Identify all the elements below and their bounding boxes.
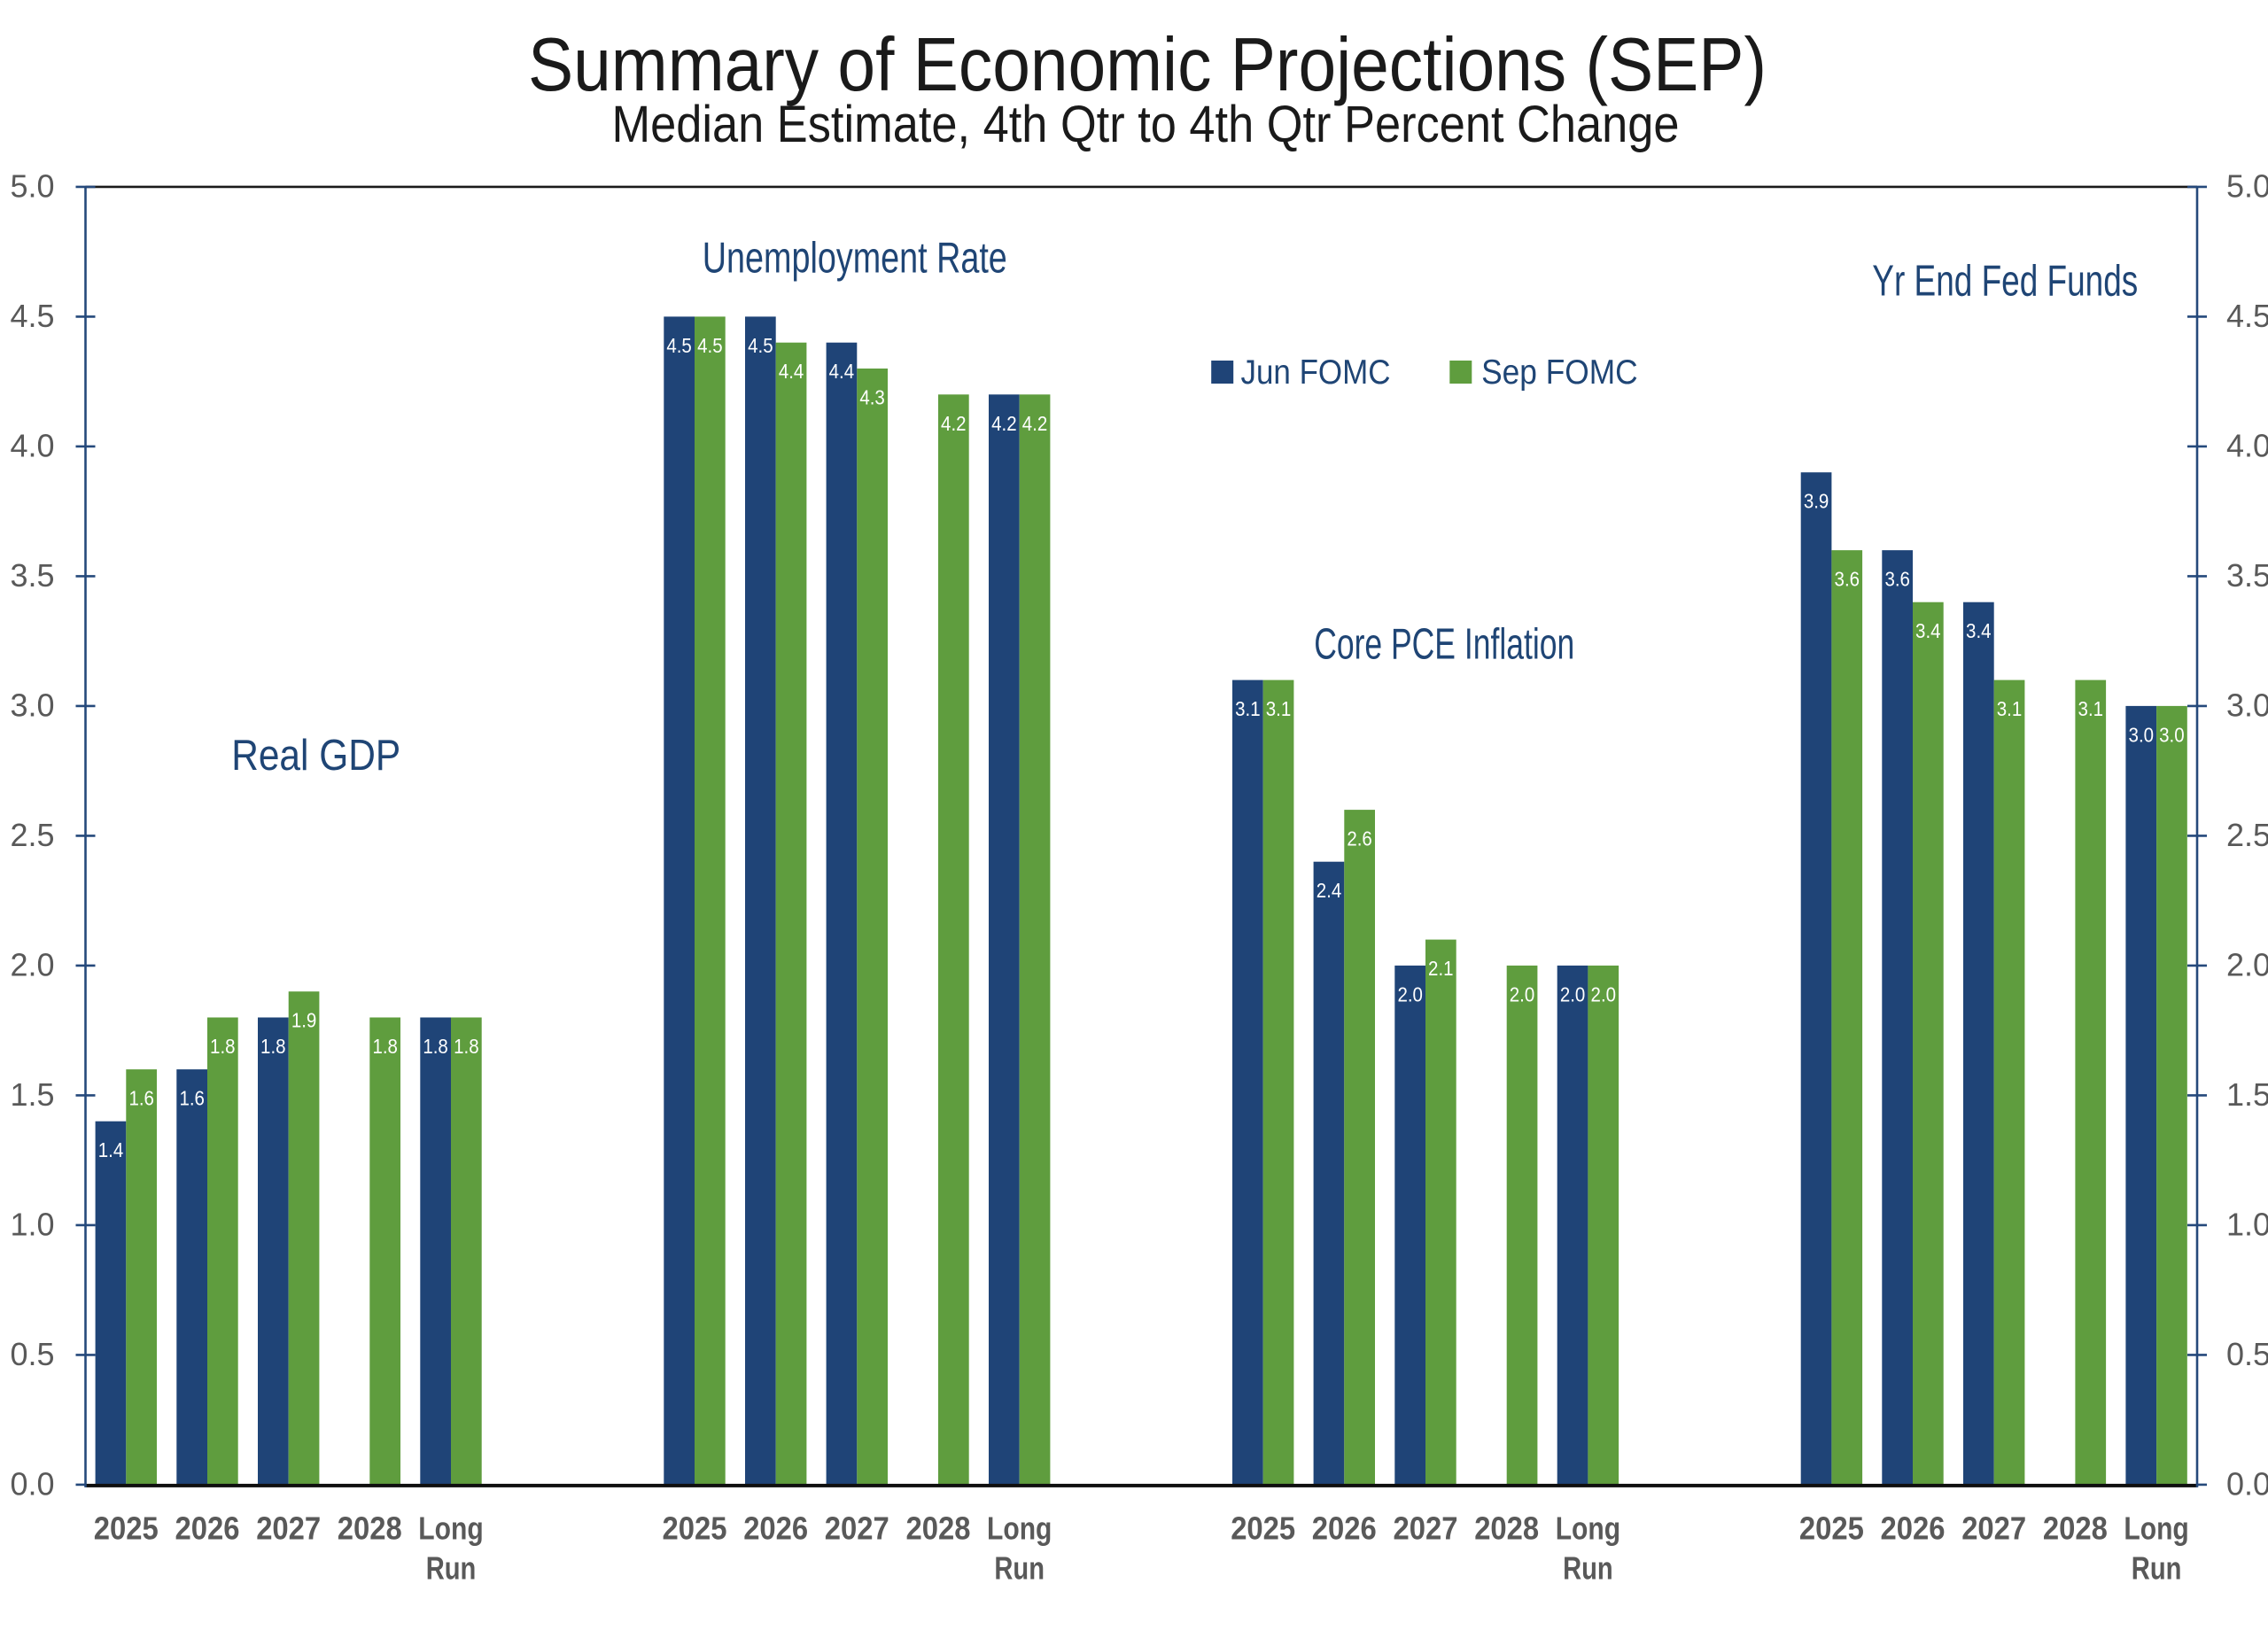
svg-text:Sep FOMC: Sep FOMC	[1481, 353, 1638, 392]
svg-text:2025: 2025	[1799, 1510, 1864, 1546]
svg-text:2.0: 2.0	[10, 946, 54, 982]
svg-text:2026: 2026	[1312, 1510, 1377, 1546]
svg-text:Summary of Economic Projection: Summary of Economic Projections (SEP)	[528, 23, 1767, 107]
svg-text:4.3: 4.3	[859, 386, 885, 409]
svg-text:2027: 2027	[825, 1510, 889, 1546]
svg-text:0.0: 0.0	[10, 1465, 54, 1502]
svg-text:3.1: 3.1	[1235, 697, 1261, 720]
svg-text:4.5: 4.5	[748, 334, 773, 357]
svg-text:3.0: 3.0	[2129, 723, 2155, 746]
svg-text:2.0: 2.0	[2226, 946, 2268, 982]
svg-text:5.0: 5.0	[2226, 167, 2268, 204]
svg-text:4.5: 4.5	[10, 298, 54, 334]
svg-text:1.0: 1.0	[10, 1206, 54, 1242]
svg-text:1.8: 1.8	[210, 1035, 236, 1058]
svg-text:Run: Run	[1563, 1550, 1613, 1587]
svg-text:4.4: 4.4	[829, 360, 855, 383]
svg-text:1.8: 1.8	[423, 1035, 448, 1058]
svg-text:Jun FOMC: Jun FOMC	[1241, 353, 1391, 392]
svg-text:1.6: 1.6	[179, 1087, 205, 1110]
svg-text:Run: Run	[426, 1550, 477, 1587]
svg-text:2025: 2025	[94, 1510, 159, 1546]
svg-text:Run: Run	[994, 1550, 1045, 1587]
svg-text:Median Estimate, 4th Qtr to 4t: Median Estimate, 4th Qtr to 4th Qtr Perc…	[612, 96, 1680, 153]
svg-text:4.2: 4.2	[941, 412, 967, 435]
svg-text:Long: Long	[418, 1510, 483, 1546]
svg-text:Long: Long	[2124, 1510, 2188, 1546]
svg-text:4.2: 4.2	[991, 412, 1017, 435]
svg-text:2028: 2028	[1474, 1510, 1539, 1546]
svg-text:2027: 2027	[1961, 1510, 2026, 1546]
svg-text:0.5: 0.5	[10, 1336, 54, 1372]
svg-text:3.1: 3.1	[1266, 697, 1292, 720]
svg-text:4.0: 4.0	[2226, 427, 2268, 463]
svg-text:1.8: 1.8	[372, 1035, 398, 1058]
svg-text:3.0: 3.0	[2159, 723, 2185, 746]
svg-text:2026: 2026	[175, 1510, 240, 1546]
svg-text:Long: Long	[1556, 1510, 1620, 1546]
svg-text:3.6: 3.6	[1835, 568, 1860, 591]
svg-text:4.5: 4.5	[2226, 298, 2268, 334]
svg-text:2025: 2025	[1231, 1510, 1295, 1546]
svg-text:2028: 2028	[2043, 1510, 2108, 1546]
svg-text:Long: Long	[987, 1510, 1052, 1546]
svg-text:2.0: 2.0	[1510, 982, 1535, 1005]
svg-text:1.6: 1.6	[128, 1087, 154, 1110]
svg-text:1.8: 1.8	[260, 1035, 286, 1058]
svg-text:2027: 2027	[256, 1510, 321, 1546]
svg-text:3.6: 3.6	[1884, 568, 1910, 591]
svg-text:2.0: 2.0	[1397, 982, 1423, 1005]
svg-text:2.1: 2.1	[1428, 957, 1454, 980]
svg-text:0.0: 0.0	[2226, 1465, 2268, 1502]
svg-text:3.1: 3.1	[2078, 697, 2104, 720]
svg-text:0.5: 0.5	[2226, 1336, 2268, 1372]
svg-text:Yr End Fed Funds: Yr End Fed Funds	[1872, 256, 2138, 305]
svg-text:1.5: 1.5	[10, 1076, 54, 1113]
svg-text:2026: 2026	[743, 1510, 808, 1546]
svg-text:Core PCE Inflation: Core PCE Inflation	[1314, 619, 1574, 668]
svg-text:2025: 2025	[663, 1510, 727, 1546]
svg-text:2.5: 2.5	[10, 817, 54, 853]
svg-text:Real GDP: Real GDP	[231, 731, 400, 780]
svg-text:2028: 2028	[906, 1510, 971, 1546]
svg-text:3.5: 3.5	[2226, 557, 2268, 594]
svg-text:Unemployment Rate: Unemployment Rate	[703, 233, 1007, 282]
svg-text:2028: 2028	[338, 1510, 402, 1546]
svg-text:2026: 2026	[1881, 1510, 1946, 1546]
svg-text:5.0: 5.0	[10, 167, 54, 204]
svg-text:2.5: 2.5	[2226, 817, 2268, 853]
svg-text:3.4: 3.4	[1966, 619, 1992, 642]
svg-text:2.6: 2.6	[1347, 827, 1372, 850]
svg-text:4.2: 4.2	[1022, 412, 1048, 435]
svg-text:Run: Run	[2132, 1550, 2182, 1587]
svg-text:4.5: 4.5	[697, 334, 723, 357]
svg-text:2.4: 2.4	[1317, 879, 1342, 902]
svg-text:1.4: 1.4	[98, 1138, 124, 1161]
svg-text:4.0: 4.0	[10, 427, 54, 463]
svg-text:2027: 2027	[1394, 1510, 1458, 1546]
svg-text:3.0: 3.0	[2226, 687, 2268, 723]
svg-text:1.0: 1.0	[2226, 1206, 2268, 1242]
svg-text:3.4: 3.4	[1915, 619, 1941, 642]
svg-text:3.5: 3.5	[10, 557, 54, 594]
svg-text:3.0: 3.0	[10, 687, 54, 723]
svg-text:3.9: 3.9	[1804, 490, 1829, 513]
svg-text:4.5: 4.5	[666, 334, 692, 357]
svg-text:2.0: 2.0	[1591, 982, 1617, 1005]
svg-text:2.0: 2.0	[1560, 982, 1586, 1005]
svg-text:1.5: 1.5	[2226, 1076, 2268, 1113]
svg-text:3.1: 3.1	[1997, 697, 2023, 720]
svg-text:1.9: 1.9	[291, 1009, 317, 1032]
svg-text:4.4: 4.4	[779, 360, 804, 383]
svg-text:1.8: 1.8	[454, 1035, 479, 1058]
